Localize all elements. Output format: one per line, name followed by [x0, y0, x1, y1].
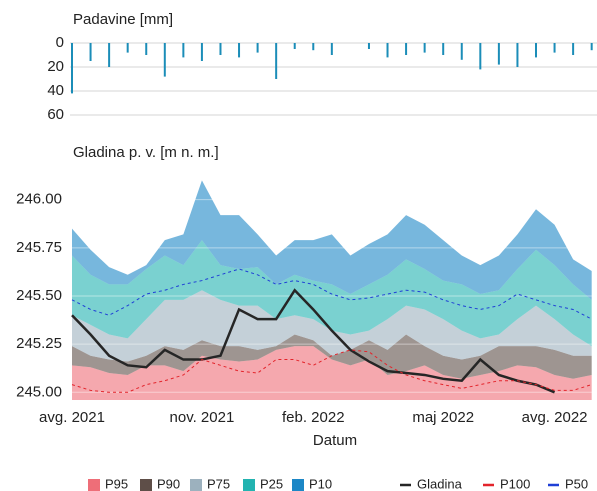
- y-tick-label: 0: [56, 34, 64, 51]
- series-line: [71, 268, 592, 320]
- bar: [89, 43, 92, 61]
- bar: [330, 43, 333, 55]
- band-area: [72, 334, 592, 379]
- x-tick-label: avg. 2021: [39, 409, 105, 426]
- bar: [590, 43, 593, 51]
- legend-label: P90: [157, 476, 180, 491]
- bar: [275, 43, 278, 79]
- y-tick-label: 245.25: [16, 335, 62, 352]
- y-tick-label: 40: [47, 82, 64, 99]
- bar: [497, 43, 500, 65]
- x-tick-label: avg. 2022: [522, 409, 588, 426]
- bar: [312, 43, 315, 51]
- bar: [293, 43, 296, 49]
- legend-swatch: [243, 479, 255, 491]
- legend-label: P10: [309, 476, 332, 491]
- x-axis-title: Datum: [313, 432, 357, 449]
- series-line: [71, 349, 592, 393]
- y-tick-label: 245.75: [16, 239, 62, 256]
- bar: [219, 43, 222, 55]
- legend-label: Gladina: [417, 476, 463, 491]
- bar: [256, 43, 259, 53]
- x-tick-label: maj 2022: [412, 409, 474, 426]
- bar: [238, 43, 241, 58]
- legend-swatch: [140, 479, 152, 491]
- y-tick-label: 245.00: [16, 383, 62, 400]
- bar: [367, 43, 370, 49]
- legend-swatch: [88, 479, 100, 491]
- legend-label: P100: [500, 476, 530, 491]
- bar: [163, 43, 166, 77]
- bar: [460, 43, 463, 60]
- legend-swatch: [292, 479, 304, 491]
- bar: [553, 43, 556, 53]
- bar: [182, 43, 185, 58]
- bar: [405, 43, 408, 55]
- plot-area: [72, 180, 592, 400]
- bar: [423, 43, 426, 53]
- x-tick-label: feb. 2022: [282, 409, 345, 426]
- y-tick-label: 60: [47, 106, 64, 123]
- band-area: [72, 240, 592, 347]
- series-line: [71, 288, 556, 394]
- y-tick-label: 245.50: [16, 287, 62, 304]
- bar: [108, 43, 111, 67]
- band-area: [72, 180, 592, 300]
- bar: [71, 43, 73, 94]
- bar: [200, 43, 203, 61]
- legend-label: P95: [105, 476, 128, 491]
- y-tick-label: 246.00: [16, 191, 62, 208]
- legend-swatch: [190, 479, 202, 491]
- bar: [442, 43, 445, 55]
- bar: [572, 43, 575, 55]
- bar: [386, 43, 389, 58]
- bar: [479, 43, 482, 70]
- x-tick-label: nov. 2021: [170, 409, 235, 426]
- bar: [126, 43, 129, 53]
- legend-label: P75: [207, 476, 230, 491]
- axis-title: Padavine [mm]: [73, 11, 173, 28]
- legend-label: P25: [260, 476, 283, 491]
- y-tick-label: 20: [47, 58, 64, 75]
- bar: [145, 43, 148, 55]
- axis-title: Gladina p. v. [m n. m.]: [73, 144, 219, 161]
- legend: P95 P90 P75 P25 P10 Gladina P100 P50: [88, 476, 588, 491]
- bar: [535, 43, 537, 58]
- bar: [516, 43, 519, 67]
- legend-label: P50: [565, 476, 588, 491]
- band-area: [72, 290, 592, 362]
